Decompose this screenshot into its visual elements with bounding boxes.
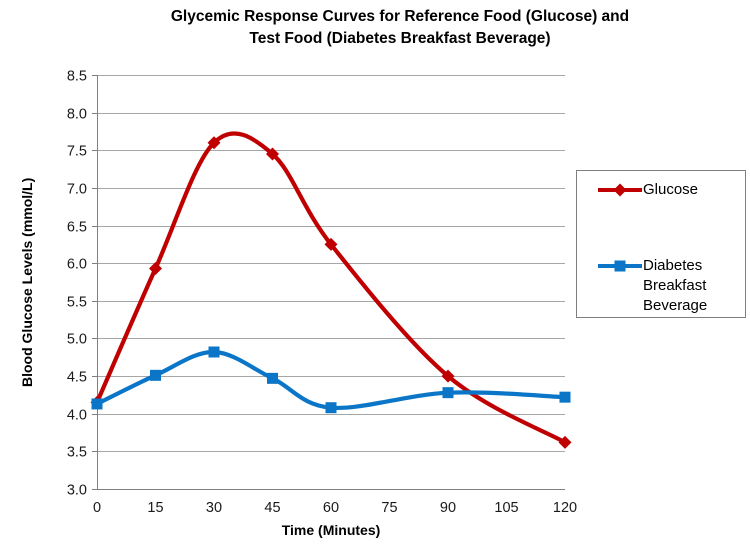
legend-item-diabetes-breakfast-beverage: Diabetes Breakfast Beverage	[597, 256, 745, 316]
data-point-diabetes-breakfast-beverage-t90	[442, 387, 454, 399]
data-point-glucose-t45	[266, 147, 279, 161]
data-point-glucose-t30	[207, 136, 221, 150]
y-tick-label-3.5: 3.5	[67, 445, 87, 461]
y-tick-label-5.5: 5.5	[67, 295, 87, 311]
y-tick-label-6.5: 6.5	[67, 220, 87, 236]
y-tick-label-4: 4.0	[67, 408, 87, 424]
data-point-glucose-t90	[441, 369, 455, 383]
y-tick-label-3: 3.0	[67, 483, 87, 499]
y-tick-label-4.5: 4.5	[67, 370, 87, 386]
chart-title-line1: Glycemic Response Curves for Reference F…	[170, 8, 630, 25]
x-tick-label-15: 15	[147, 500, 163, 516]
x-tick-label-45: 45	[264, 500, 280, 516]
x-tick-label-30: 30	[206, 500, 222, 516]
data-point-glucose-t60	[324, 237, 338, 251]
legend-label-glucose: Glucose	[643, 181, 699, 198]
y-tick-label-7.5: 7.5	[67, 144, 87, 160]
diabetes-breakfast-beverage-series-marker-icon	[598, 260, 642, 272]
x-tick-label-105: 105	[494, 500, 518, 516]
data-point-diabetes-breakfast-beverage-t60	[325, 402, 337, 414]
legend-label-diabetes-breakfast-beverage: Diabetes Breakfast Beverage	[643, 257, 708, 314]
glucose-series-marker-icon	[598, 183, 642, 197]
x-tick-label-60: 60	[323, 500, 339, 516]
data-point-glucose-t120	[558, 435, 572, 449]
data-point-diabetes-breakfast-beverage-t30	[208, 346, 220, 358]
x-tick-label-75: 75	[381, 500, 397, 516]
chart-title-line2: Test Food (Diabetes Breakfast Beverage)	[249, 30, 551, 47]
data-point-diabetes-breakfast-beverage-t0	[91, 398, 103, 410]
data-point-diabetes-breakfast-beverage-t120	[559, 391, 571, 403]
y-tick-label-7: 7.0	[67, 182, 87, 198]
legend: Glucose Diabetes Breakfast Beverage	[576, 170, 746, 318]
data-point-diabetes-breakfast-beverage-t45	[267, 372, 278, 384]
x-tick-label-90: 90	[440, 500, 456, 516]
y-tick-label-8: 8.0	[67, 107, 87, 123]
data-point-diabetes-breakfast-beverage-t15	[150, 369, 161, 381]
y-tick-label-8.5: 8.5	[67, 69, 87, 85]
x-tick-label-120: 120	[553, 500, 577, 516]
x-axis-title: Time (Minutes)	[281, 522, 381, 538]
data-point-glucose-t15	[149, 261, 162, 275]
x-tick-label-0: 0	[93, 500, 101, 516]
chart-title: Glycemic Response Curves for Reference F…	[50, 6, 750, 50]
y-tick-label-5: 5.0	[67, 332, 87, 348]
legend-item-glucose: Glucose	[597, 180, 745, 200]
series-line-diabetes-breakfast-beverage	[94, 349, 568, 411]
series-line-glucose	[94, 131, 568, 445]
y-tick-label-6: 6.0	[67, 257, 87, 273]
